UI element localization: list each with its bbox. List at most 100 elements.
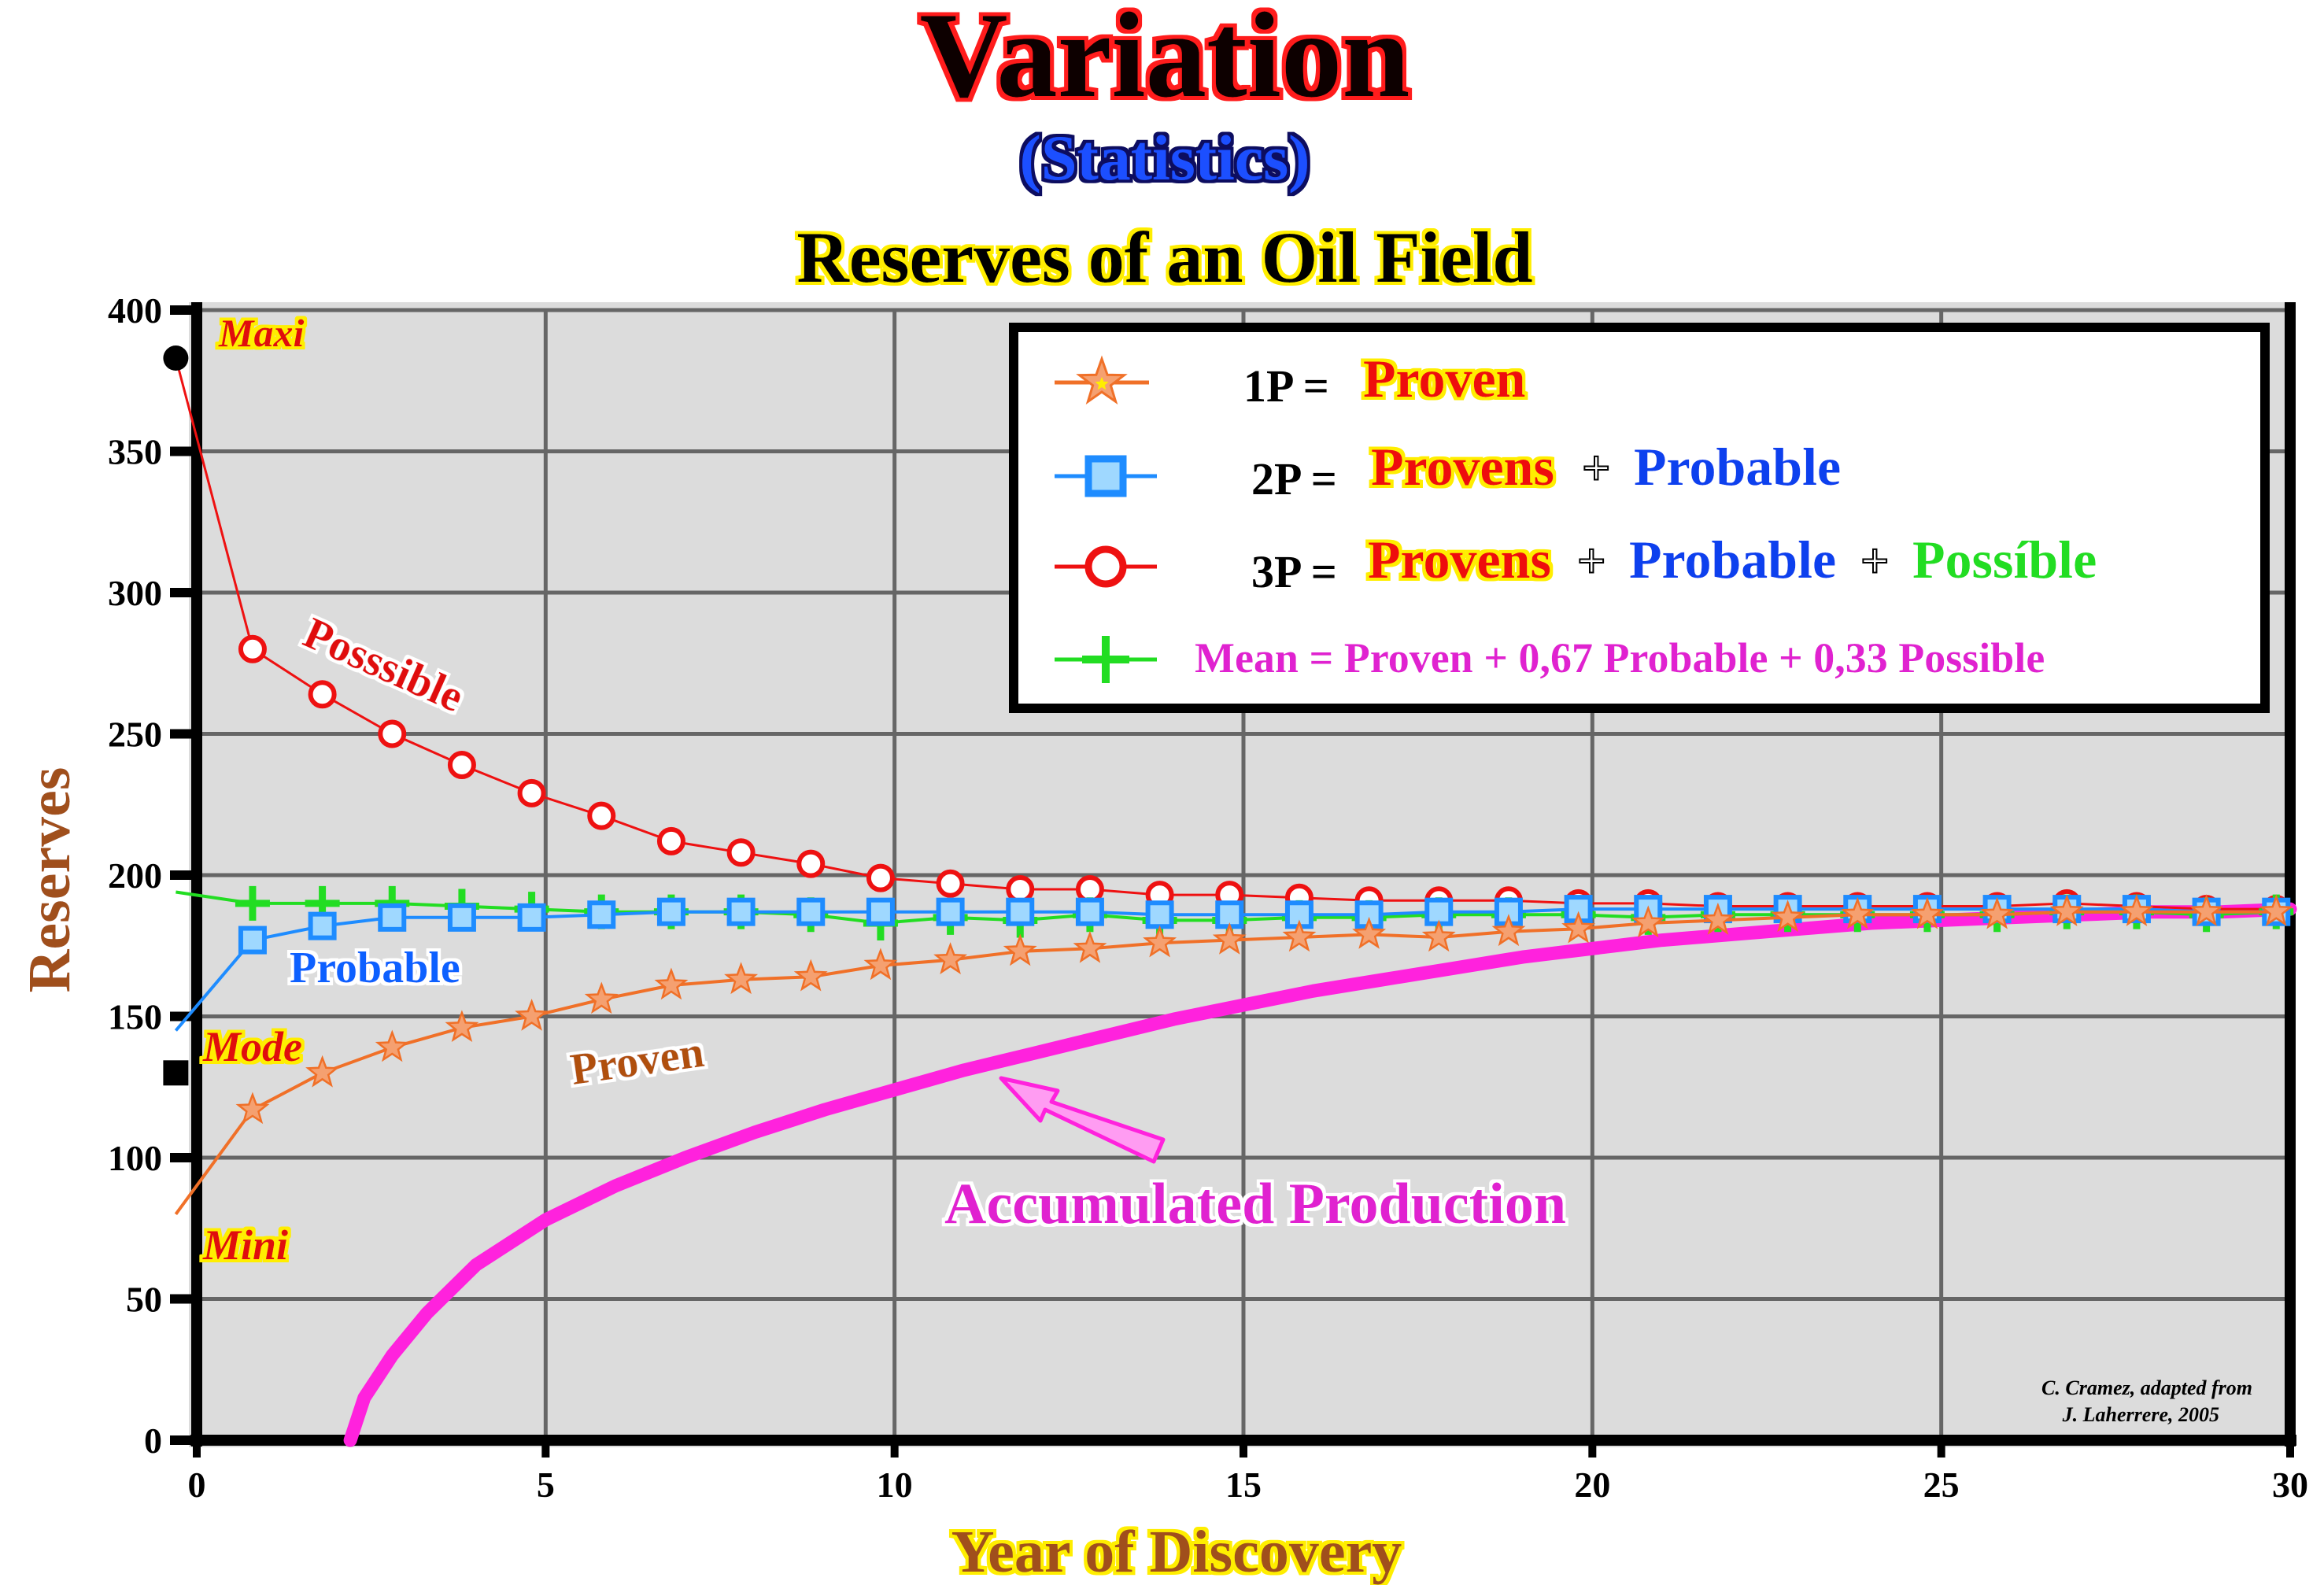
legend-item-3p: 3P = Provens + Probable + Possíble xyxy=(1055,530,2097,597)
probable-point xyxy=(1075,897,1104,926)
subtitle: (Statistics) xyxy=(1020,122,1310,194)
proven-point xyxy=(584,981,619,1014)
x-axis-label: Year of Discovery xyxy=(951,1519,1402,1585)
probable-point xyxy=(587,900,616,929)
possible-point xyxy=(1006,874,1035,903)
proven-point xyxy=(2119,894,2154,926)
proven-point xyxy=(654,967,689,1000)
y-tick-label: 250 xyxy=(108,715,162,755)
probable-point xyxy=(238,926,267,955)
possible-point xyxy=(447,750,476,779)
x-tick-label: 5 xyxy=(537,1465,555,1505)
proven-point xyxy=(1421,919,1456,952)
proven-point xyxy=(235,1092,270,1125)
probable-point xyxy=(378,903,407,932)
legend-star-center xyxy=(1095,377,1109,390)
legend-3p-possible: Possíble xyxy=(1912,530,2097,589)
y-tick-label: 350 xyxy=(108,432,162,472)
legend: 1P = Proven 2P = Provens + Probable 3P =… xyxy=(1009,323,2270,713)
probable-point xyxy=(796,897,826,926)
tick-labels: 0 50 100 150 200 250 300 350 400 0 5 10 15 20 25 30 xyxy=(108,290,2308,1505)
possible-point xyxy=(587,801,616,830)
probable-annotation: Probable xyxy=(290,944,460,992)
proven-point xyxy=(305,1055,340,1088)
y-tick-label: 300 xyxy=(108,573,162,613)
legend-mean-label: Mean = Proven + 0,67 Probable + 0,33 Pos… xyxy=(1195,634,2045,682)
legend-box xyxy=(1009,323,2270,713)
probable-point xyxy=(1006,897,1035,926)
legend-2p-provens: Provens xyxy=(1371,437,1554,497)
chart-title: Reserves of an Oil Field xyxy=(796,217,1532,297)
probable-point xyxy=(866,897,895,926)
legend-circle-marker xyxy=(1084,545,1127,588)
proven-point xyxy=(863,948,898,981)
legend-1p-proven: Proven xyxy=(1363,349,1526,408)
legend-3p-plus-1: + xyxy=(1577,533,1605,589)
maxi-label: Maxi xyxy=(218,311,304,355)
probable-point xyxy=(1145,900,1174,929)
proven-point xyxy=(1631,905,1665,938)
proven-point xyxy=(1212,922,1247,955)
legend-star-marker xyxy=(1076,355,1128,405)
proven-point xyxy=(1491,914,1526,947)
proven-point xyxy=(1282,919,1317,952)
proven-point xyxy=(724,962,759,995)
special-points xyxy=(163,345,189,1086)
legend-1p-prefix: 1P = xyxy=(1243,360,1329,412)
legend-3p-plus-2: + xyxy=(1860,533,1889,589)
legend-2p-prefix: 2P = xyxy=(1251,453,1337,504)
possible-point xyxy=(517,778,546,807)
possible-point xyxy=(378,719,407,748)
proven-point xyxy=(2259,894,2293,926)
y-tick-label: 0 xyxy=(144,1421,162,1461)
mode-label: Mode xyxy=(202,1023,302,1070)
probable-point xyxy=(517,903,546,932)
probable-point xyxy=(726,897,756,926)
x-tick-label: 15 xyxy=(1225,1465,1262,1505)
proven-point xyxy=(793,959,828,992)
probable-point xyxy=(656,897,685,926)
x-tick-label: 25 xyxy=(1923,1465,1960,1505)
legend-2p-probable: Probable xyxy=(1634,437,1841,497)
mode-point xyxy=(163,1060,189,1086)
probable-point xyxy=(1634,895,1663,924)
proven-point xyxy=(1143,925,1177,958)
legend-square-marker xyxy=(1084,455,1127,497)
proven-point xyxy=(1352,916,1387,949)
possible-point xyxy=(726,838,756,867)
proven-point xyxy=(2049,894,2084,926)
x-tick-label: 10 xyxy=(877,1465,913,1505)
legend-3p-probable: Probable xyxy=(1629,530,1836,589)
proven-point xyxy=(1561,911,1596,944)
x-tick-label: 0 xyxy=(188,1465,206,1505)
y-tick-label: 400 xyxy=(108,290,162,331)
x-tick-label: 20 xyxy=(1574,1465,1610,1505)
legend-2p-plus: + xyxy=(1582,440,1610,496)
possible-point xyxy=(936,869,965,898)
proven-point xyxy=(933,942,968,974)
credit-line-1: C. Cramez, adapted from xyxy=(2041,1376,2252,1399)
legend-3p-prefix: 3P = xyxy=(1251,546,1337,597)
proven-point xyxy=(1980,896,2015,929)
possible-point xyxy=(308,680,337,709)
proven-point xyxy=(515,998,549,1031)
proven-point xyxy=(375,1029,409,1062)
accumulated-arrow xyxy=(999,1076,1166,1164)
proven-point xyxy=(1840,896,1875,929)
proven-point xyxy=(1701,902,1735,935)
probable-point xyxy=(936,897,965,926)
probable-point xyxy=(447,903,476,932)
possible-point xyxy=(866,863,895,892)
series-1p-proven xyxy=(174,894,2293,1215)
legend-item-mean: Mean = Proven + 0,67 Probable + 0,33 Pos… xyxy=(1055,634,2045,683)
proven-point xyxy=(445,1010,479,1043)
y-tick-label: 200 xyxy=(108,855,162,896)
x-tick-label: 30 xyxy=(2272,1465,2308,1505)
probable-point xyxy=(308,911,337,940)
proven-point xyxy=(1771,900,1805,933)
proven-point xyxy=(1910,896,1945,929)
legend-item-1p: 1P = Proven xyxy=(1055,349,1526,412)
proven-point xyxy=(1003,933,1037,966)
main-title: Variation xyxy=(920,0,1410,123)
